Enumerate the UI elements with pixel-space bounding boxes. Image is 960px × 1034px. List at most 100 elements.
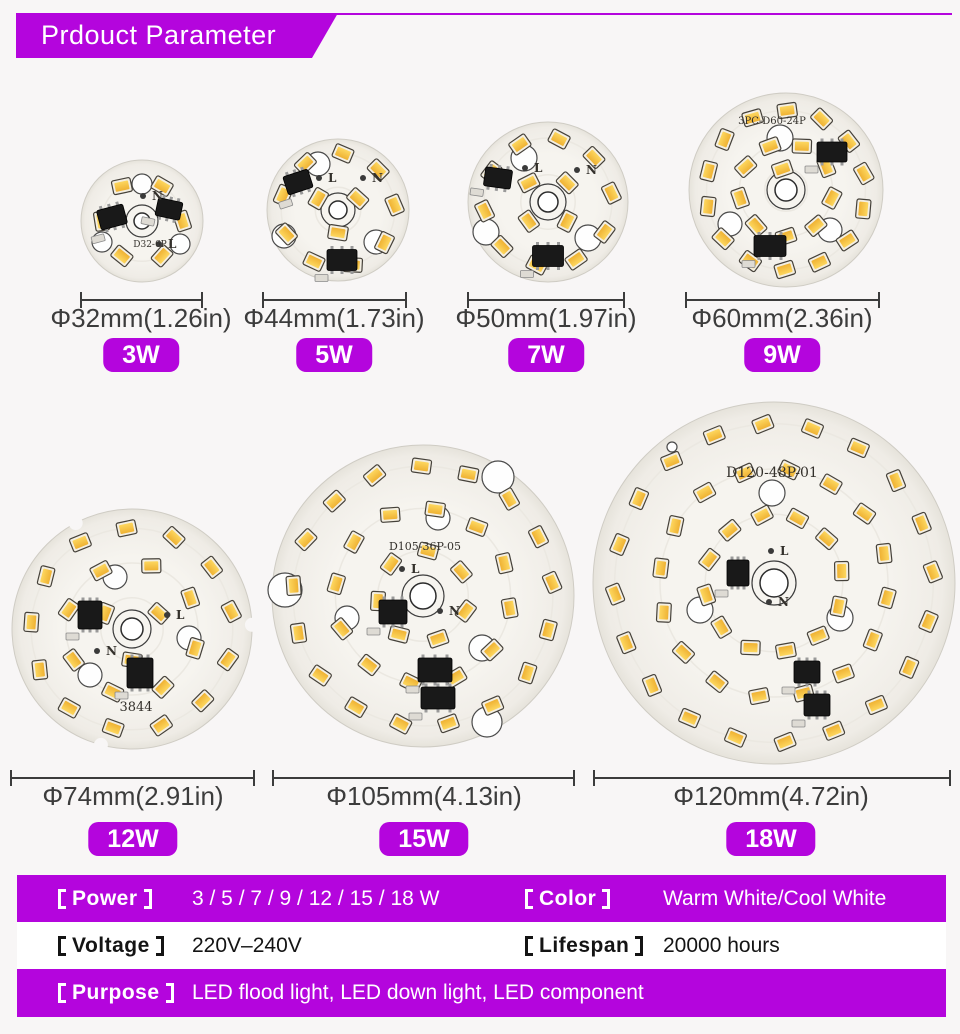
led-chip (862, 628, 883, 652)
resistor (405, 685, 420, 694)
led-chip (698, 547, 721, 572)
led-chip (343, 530, 365, 554)
terminal-label-L: L (176, 608, 185, 622)
dimension-line (262, 292, 407, 308)
led-chip (508, 133, 532, 156)
led-chip (220, 599, 242, 624)
led-chip (474, 199, 495, 223)
led-chip (696, 583, 717, 607)
led-chip (450, 560, 473, 584)
dimension-line (467, 292, 625, 308)
ic-chip (469, 163, 513, 197)
led-chip (564, 248, 588, 271)
led-chip (801, 418, 824, 439)
spec-label-color: Color (525, 875, 611, 922)
led-chip (185, 637, 205, 660)
rim-notch (93, 737, 108, 752)
ic-chip (278, 166, 314, 210)
led-chip (855, 198, 872, 220)
wattage-badge: 5W (296, 338, 372, 372)
led-chip (875, 542, 893, 565)
terminal-label-N: N (778, 595, 789, 609)
dimension-label: Φ120mm(4.72in) (673, 781, 869, 811)
led-chip (775, 641, 797, 660)
led-chip (740, 639, 761, 656)
led-chip (101, 718, 125, 738)
bracket-icon (525, 935, 533, 956)
terminal-label-L: L (411, 562, 420, 576)
center-hole (759, 568, 789, 598)
led-chip (853, 161, 875, 186)
led-chip (699, 160, 718, 183)
led-chip (331, 143, 355, 164)
led-chip (877, 586, 897, 610)
terminal-label-N: N (586, 163, 597, 177)
dimension-label: Φ44mm(1.73in) (243, 303, 425, 333)
resistor (114, 691, 129, 700)
led-chip (379, 506, 401, 523)
led-chip (110, 177, 133, 196)
led-chip (326, 572, 346, 596)
led-chip (366, 158, 390, 182)
ic-chip (714, 556, 750, 598)
led-chip (672, 641, 695, 664)
header-rule (331, 13, 952, 15)
dimension-line (593, 770, 951, 786)
resistor (366, 627, 381, 636)
led-chip (744, 214, 768, 238)
led-chip (702, 425, 726, 446)
led-chip (147, 602, 171, 625)
led-chip (582, 146, 606, 169)
led-chip (437, 713, 460, 734)
led-chip (807, 251, 831, 273)
resistor (804, 165, 819, 174)
led-chip (819, 473, 843, 495)
spec-label-lifespan: Lifespan (525, 922, 644, 969)
ic-chip (65, 597, 103, 641)
terminal-label-N: N (152, 189, 163, 203)
led-chip (294, 528, 318, 552)
led-chip (68, 532, 92, 553)
mount-hole (169, 233, 191, 255)
led-chip (748, 687, 771, 706)
led-chip (547, 128, 571, 150)
led-chip (785, 507, 810, 530)
led-chip (151, 675, 175, 699)
resistor (714, 589, 729, 598)
dimension-label: Φ74mm(2.91in) (42, 781, 224, 811)
led-chip (416, 541, 440, 561)
resistor (65, 632, 80, 641)
ic-chip (366, 596, 408, 636)
resistor (781, 686, 796, 695)
led-chip (699, 195, 717, 218)
led-chip (141, 558, 162, 574)
led-chip (609, 533, 630, 556)
led-chip (641, 673, 663, 697)
bracket-icon (58, 983, 66, 1003)
dimension-line (10, 770, 255, 786)
header-banner: Prdouct Parameter (16, 13, 338, 58)
terminal-label-L: L (328, 171, 337, 185)
spec-row-voltage-lifespan: Voltage 220V–240V Lifespan 20000 hours (17, 922, 946, 969)
mount-hole (666, 441, 678, 453)
resistor (741, 260, 756, 268)
center-hole (120, 617, 144, 641)
silkscreen-model: D120-48P-01 (726, 465, 818, 481)
led-chip (758, 136, 782, 157)
bracket-icon (525, 888, 533, 909)
led-chip (289, 622, 308, 644)
center-hole (774, 178, 798, 202)
terminal-label-L: L (168, 237, 177, 251)
spec-value-power: 3 / 5 / 7 / 9 / 12 / 15 / 18 W (192, 886, 440, 910)
wattage-badge: 15W (379, 822, 469, 856)
spec-label-text: Power (72, 886, 138, 910)
led-chip (490, 235, 514, 258)
spec-label-power: Power (58, 875, 152, 922)
led-chip (481, 695, 505, 716)
led-chip (776, 101, 798, 120)
led-chip (541, 570, 563, 594)
dimension-label: Φ60mm(2.36in) (691, 303, 873, 333)
led-chip (216, 647, 240, 672)
